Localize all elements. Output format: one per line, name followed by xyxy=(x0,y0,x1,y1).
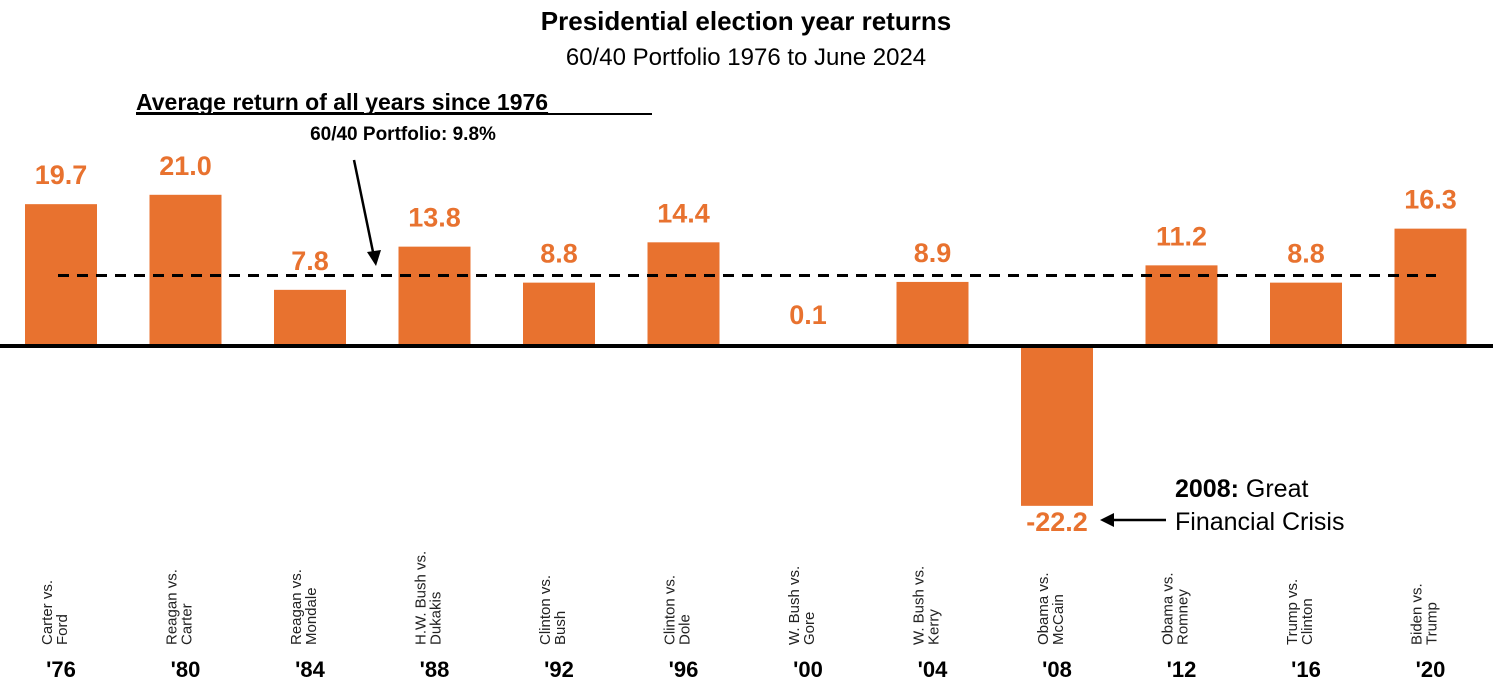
average-pointer-arrowhead xyxy=(367,250,381,266)
year-label: '92 xyxy=(544,657,574,682)
value-label: 16.3 xyxy=(1404,185,1457,215)
year-label: '80 xyxy=(171,657,201,682)
year-label: '04 xyxy=(918,657,948,682)
value-label: 8.8 xyxy=(1287,239,1325,269)
year-label: '76 xyxy=(46,657,76,682)
year-label: '88 xyxy=(420,657,450,682)
bar-88 xyxy=(398,246,471,346)
value-label: 8.9 xyxy=(914,238,952,268)
matchup-label: Trump vs.Clinton xyxy=(1284,579,1316,645)
matchup-label: Reagan vs.Carter xyxy=(164,569,196,645)
matchup-label: Biden vs.Trump xyxy=(1409,583,1441,645)
chart-subtitle: 60/40 Portfolio 1976 to June 2024 xyxy=(566,44,926,71)
value-label: -22.2 xyxy=(1026,507,1088,537)
bar-96 xyxy=(647,242,720,346)
bar-04 xyxy=(896,281,969,346)
average-heading: Average return of all years since 1976 xyxy=(136,89,548,115)
bar-12 xyxy=(1145,265,1218,346)
matchup-label: Obama vs.McCain xyxy=(1035,572,1067,645)
year-label: '96 xyxy=(669,657,699,682)
average-value-label: 60/40 Portfolio: 9.8% xyxy=(310,124,496,145)
value-label: 0.1 xyxy=(789,300,827,330)
value-label: 14.4 xyxy=(657,198,710,228)
year-label: '16 xyxy=(1291,657,1321,682)
year-label: '00 xyxy=(793,657,823,682)
bar-80 xyxy=(149,194,222,346)
matchup-label: Carter vs.Ford xyxy=(39,580,71,645)
bar-16 xyxy=(1270,282,1342,346)
year-label: '08 xyxy=(1042,657,1072,682)
value-label: 21.0 xyxy=(159,151,212,181)
annotation-arrowhead xyxy=(1100,513,1114,527)
matchup-label: H.W. Bush vs.Dukakis xyxy=(413,551,445,645)
chart-title: Presidential election year returns xyxy=(541,6,951,36)
year-label: '20 xyxy=(1416,657,1446,682)
matchup-label: Obama vs.Romney xyxy=(1160,572,1192,645)
matchup-label: Reagan vs.Mondale xyxy=(288,569,320,645)
value-label: 11.2 xyxy=(1156,221,1207,251)
matchup-label: W. Bush vs.Kerry xyxy=(911,566,943,645)
annotation-2008-line2: Financial Crisis xyxy=(1175,508,1344,536)
bar-92 xyxy=(523,282,595,346)
annotation-2008: 2008: Great xyxy=(1175,475,1308,503)
matchup-label: W. Bush vs.Gore xyxy=(786,566,818,645)
value-label: 8.8 xyxy=(540,239,578,269)
year-label: '12 xyxy=(1167,657,1197,682)
value-label: 19.7 xyxy=(35,160,88,190)
bar-84 xyxy=(274,289,346,346)
matchup-label: Clinton vs.Bush xyxy=(537,575,569,645)
bar-20 xyxy=(1394,228,1467,346)
matchup-label: Clinton vs.Dole xyxy=(662,575,694,645)
value-label: 7.8 xyxy=(291,246,329,276)
average-pointer-arrow xyxy=(352,159,375,253)
year-label: '84 xyxy=(295,657,325,682)
bar-08 xyxy=(1021,346,1093,506)
value-label: 13.8 xyxy=(408,203,461,233)
